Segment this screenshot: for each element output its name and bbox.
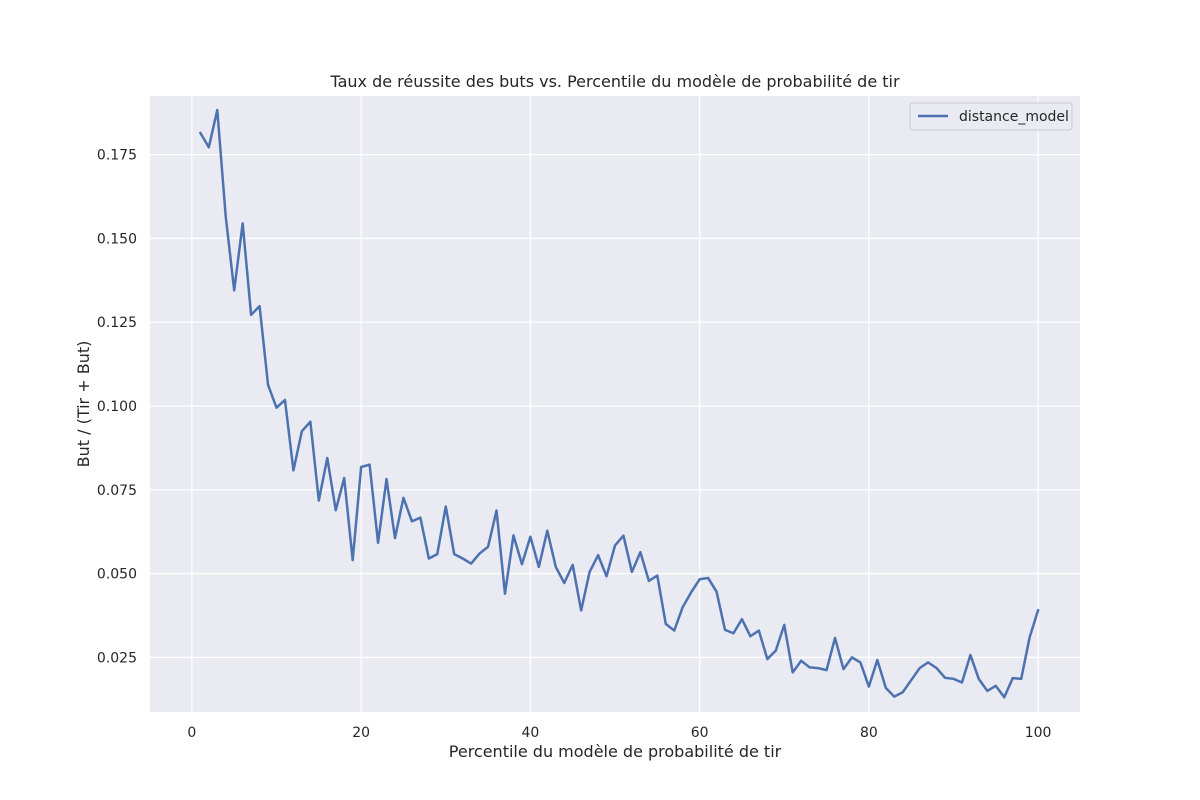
y-axis-ticks: 0.025 0.050 0.075 0.100 0.125 0.150 0.175 [97,148,137,667]
y-tick-label: 0.025 [97,650,137,666]
x-tick-label: 0 [187,725,196,741]
y-tick-label: 0.050 [97,567,137,583]
legend: distance_model [909,102,1073,131]
x-tick-label: 80 [860,725,878,741]
x-tick-label: 60 [691,725,709,741]
legend-frame [909,102,1073,131]
y-tick-label: 0.100 [97,399,137,415]
series-group [199,108,1040,699]
x-axis-ticks: 0 20 40 60 80 100 [187,725,1051,741]
chart-title: Taux de réussite des buts vs. Percentile… [329,72,900,91]
y-axis-label: But / (Tir + But) [74,341,93,468]
grid-lines [150,96,1080,712]
legend-label: distance_model [959,109,1069,125]
plot-background [150,96,1080,712]
x-axis-label: Percentile du modèle de probabilité de t… [449,742,782,761]
x-tick-label: 40 [521,725,539,741]
y-tick-label: 0.125 [97,315,137,331]
x-tick-label: 20 [352,725,370,741]
y-tick-label: 0.175 [97,148,137,164]
x-tick-label: 100 [1025,725,1052,741]
y-tick-label: 0.075 [97,483,137,499]
series-line-distance_model [199,108,1040,699]
y-tick-label: 0.150 [97,231,137,247]
